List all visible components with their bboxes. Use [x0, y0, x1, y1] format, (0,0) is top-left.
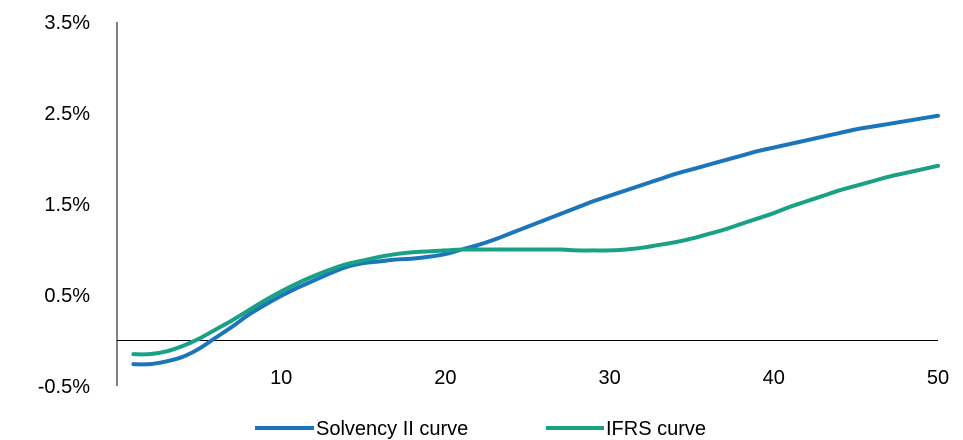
legend-label: IFRS curve: [606, 418, 706, 440]
legend-label: Solvency II curve: [316, 418, 468, 440]
x-axis: 10 20 30 40 50: [117, 340, 949, 389]
y-axis: -0.5% 0.5% 1.5% 2.5% 3.5%: [38, 12, 118, 398]
y-tick-label: 1.5%: [44, 194, 90, 216]
x-tick-label: 10: [270, 367, 292, 389]
y-tick-label: -0.5%: [38, 376, 90, 398]
x-tick-label: 50: [927, 367, 949, 389]
x-tick-label: 40: [763, 367, 785, 389]
y-tick-label: 2.5%: [44, 103, 90, 125]
series-line-ifrs: [131, 163, 940, 357]
y-tick-label: 3.5%: [44, 12, 90, 34]
y-tick-label: 0.5%: [44, 285, 90, 307]
x-tick-label: 30: [598, 367, 620, 389]
series-line-solvency-ii: [131, 113, 940, 367]
x-tick-label: 20: [434, 367, 456, 389]
legend: Solvency II curve IFRS curve: [255, 418, 706, 440]
series-layer: [131, 113, 940, 367]
